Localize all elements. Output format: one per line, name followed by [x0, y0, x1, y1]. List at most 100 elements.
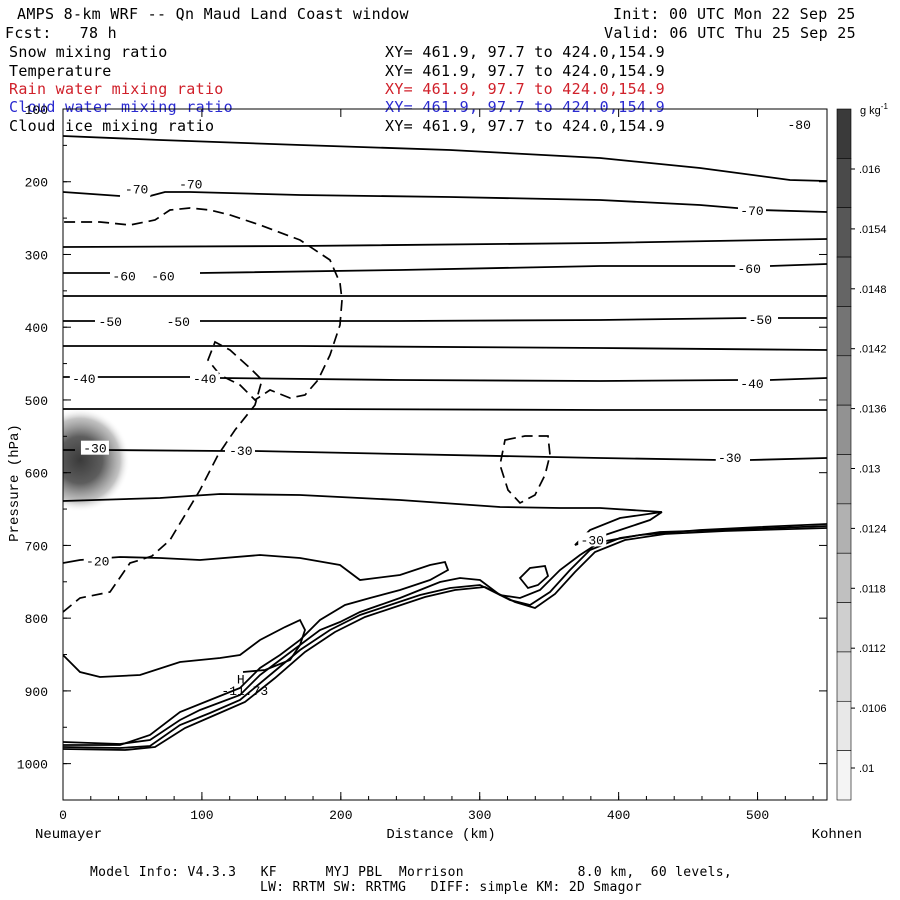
init-time: Init: 00 UTC Mon 22 Sep 25	[613, 5, 856, 23]
colorbar-label: .013	[859, 464, 880, 476]
x-tick-label: 0	[59, 808, 67, 823]
contour-label-bg	[110, 268, 139, 283]
colorbar-units: g kg-1	[860, 102, 888, 117]
colorbar-swatch	[836, 552, 852, 603]
terrain-contour-b	[63, 523, 827, 745]
temperature-contour-label: -30	[718, 451, 741, 466]
colorbar-label: .01	[859, 763, 874, 775]
colorbar-label: .0142	[859, 344, 887, 356]
legend-cloud-water-name: Cloud water mixing ratio	[9, 98, 233, 116]
colorbar-label: .0136	[859, 404, 887, 416]
temperature-contour-label: -70	[125, 183, 148, 198]
contour-label-bg	[735, 261, 764, 276]
inner-contour-h	[63, 618, 306, 678]
plot-frame	[62, 108, 828, 801]
footer-schemes: LW: RRTM SW: RRTMG DIFF: simple KM: 2D S…	[260, 880, 642, 895]
legend-rain-xy: XY= 461.9, 97.7 to 424.0,154.9	[385, 80, 665, 98]
colorbar-swatch	[836, 750, 852, 801]
endpoint-left: Neumayer	[35, 827, 102, 843]
contour-label-bg	[80, 440, 109, 455]
temperature-contour-label: -40	[740, 377, 763, 392]
contour-label-bg	[176, 176, 205, 191]
y-tick-label: 800	[25, 612, 48, 627]
temp-contour-minus50b	[63, 345, 827, 351]
x-tick-label: 500	[746, 808, 769, 823]
contour-label-bg	[785, 117, 814, 132]
y-tick-label: 900	[25, 685, 48, 700]
y-tick-label: 700	[25, 539, 48, 554]
y-tick-label: 400	[25, 321, 48, 336]
contour-label-bg	[578, 532, 607, 547]
temperature-contour-label: -80	[788, 118, 811, 133]
colorbar-swatch	[836, 700, 852, 751]
colorbar-label: .0118	[859, 583, 886, 595]
colorbar-swatch	[836, 404, 852, 455]
contour-label-bg	[226, 442, 255, 457]
legend-snow-xy: XY= 461.9, 97.7 to 424.0,154.9	[385, 43, 665, 61]
contour-label-bg	[83, 553, 112, 568]
temp-contour-minus50	[63, 317, 827, 322]
colorbar-swatch	[836, 454, 852, 505]
temperature-contour-label: -30	[83, 442, 106, 457]
x-tick-label: 100	[190, 808, 213, 823]
colorbar-swatch	[836, 355, 852, 406]
forecast-hour: Fcst: 78 h	[5, 24, 117, 42]
y-tick-label: 500	[25, 394, 48, 409]
contour-label-bg	[149, 268, 178, 283]
colorbar-label: .0124	[859, 523, 887, 535]
contour-label-bg	[69, 370, 98, 385]
temperature-contour-label: -30	[581, 533, 604, 548]
temp-contour-minus60	[63, 263, 827, 274]
temperature-contour-label: -30	[229, 444, 252, 459]
temperature-contour-label: -40	[193, 372, 216, 387]
terrain-contour-d	[63, 527, 827, 751]
colorbar-swatch	[836, 503, 852, 554]
colorbar-label: .0148	[859, 284, 887, 296]
x-axis-title: Distance (km)	[386, 827, 495, 843]
contour-label-bg	[190, 370, 219, 385]
temp-contour-minus70b	[63, 238, 827, 248]
temperature-contour-label: -40	[72, 372, 95, 387]
cloud-ice-dashed-right	[499, 435, 551, 505]
colorbar-swatch	[836, 207, 852, 258]
legend-rain-name: Rain water mixing ratio	[9, 80, 224, 98]
colorbar-swatch	[836, 651, 852, 702]
temp-contour-minus30	[63, 449, 827, 461]
contour-label-bg	[164, 314, 193, 329]
y-tick-label: 200	[25, 176, 48, 191]
inner-contour-small	[518, 565, 550, 590]
temp-contour-minus40	[63, 376, 827, 382]
y-tick-label: 300	[25, 248, 48, 263]
colorbar-swatch	[836, 256, 852, 307]
contour-label-bg	[746, 311, 775, 326]
y-tick-label: 600	[25, 467, 48, 482]
colorbar-label: .0154	[859, 224, 887, 236]
colorbar-swatch	[836, 602, 852, 653]
y-tick-label: 100	[25, 103, 48, 118]
legend-cloud-ice-name: Cloud ice mixing ratio	[9, 117, 215, 135]
x-tick-label: 300	[468, 808, 491, 823]
high-value-label: -11.73	[221, 684, 268, 699]
valid-time: Valid: 06 UTC Thu 25 Sep 25	[604, 24, 856, 42]
temperature-contour-label: -60	[151, 269, 174, 284]
colorbar-swatch	[836, 158, 852, 209]
colorbar-label: .0112	[859, 643, 886, 655]
footer-model-info: Model Info: V4.3.3 KF MYJ PBL Morrison 8…	[90, 865, 733, 880]
high-marker: H	[237, 672, 245, 687]
y-axis-title: Pressure (hPa)	[7, 424, 23, 542]
temp-contour-minus40b	[63, 408, 827, 411]
terrain-contour-a	[63, 554, 450, 746]
x-tick-label: 400	[607, 808, 630, 823]
temperature-contour-label: -60	[738, 262, 761, 277]
legend-cloud-ice-xy: XY= 461.9, 97.7 to 424.0,154.9	[385, 117, 665, 135]
cloud-ice-dashed-main	[63, 207, 343, 613]
legend-cloud-water-xy: XY= 461.9, 97.7 to 424.0,154.9	[385, 98, 665, 116]
temperature-contour-label: -50	[99, 315, 122, 330]
temperature-contour-label: -50	[167, 315, 190, 330]
contour-label-bg	[96, 314, 125, 329]
legend-snow-name: Snow mixing ratio	[9, 43, 168, 61]
temperature-contour-label: -70	[740, 204, 763, 219]
colorbar-swatch	[836, 108, 852, 159]
temp-contour-minus80	[63, 135, 827, 182]
